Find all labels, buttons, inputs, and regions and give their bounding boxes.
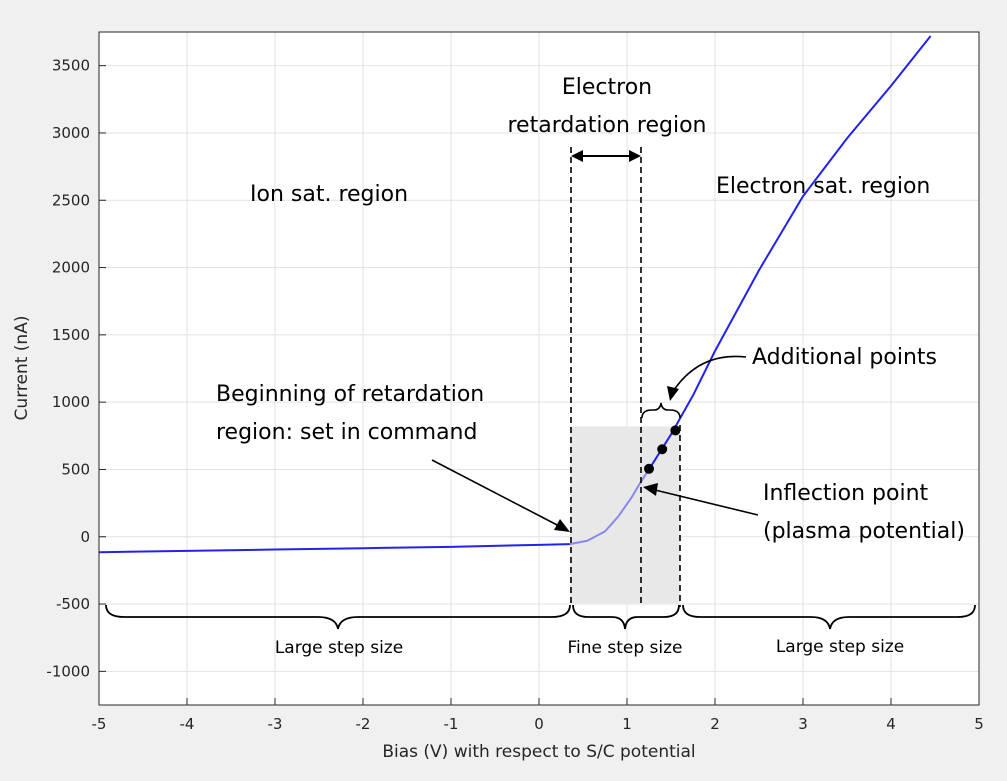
large-step-left-label: Large step size [275,638,403,658]
additional-point [644,463,654,474]
x-tick-label: 4 [886,715,896,733]
x-tick-label: 5 [974,715,984,733]
x-tick-label: 0 [534,715,544,733]
x-axis-label: Bias (V) with respect to S/C potential [382,742,695,762]
beginning-label-1: Beginning of retardation [216,382,484,407]
y-tick-label: 2000 [52,259,90,277]
x-tick-label: 1 [622,715,632,733]
y-tick-label: 1000 [52,393,90,411]
series-line [648,35,932,470]
beginning-label-2: region: set in command [216,420,477,445]
x-tick-label: -5 [92,715,107,733]
x-tick-label: -3 [268,715,283,733]
y-tick-label: 1500 [52,326,90,344]
y-tick-label: -1000 [46,662,90,680]
y-tick-label: 0 [80,528,90,546]
additional-point [670,425,681,436]
x-tick-label: 3 [798,715,808,733]
electron-sat-label: Electron sat. region [716,174,930,199]
x-tick-label: -4 [180,715,195,733]
inflection-arrow [643,483,759,516]
inflection-label-1: Inflection point [763,481,929,506]
y-tick-label: 3500 [52,57,90,75]
retardation-width-arrow [571,150,641,162]
series-line [98,543,570,554]
inflection-label-2: (plasma potential) [763,519,965,544]
large-step-right-brace [682,604,976,630]
additional-points-brace [641,402,681,419]
y-axis-label: Current (nA) [12,316,32,421]
x-tick-label: -1 [444,715,459,733]
fine-step-shaded-region [569,426,680,605]
annotations: Electron retardation region Ion sat. reg… [105,75,976,658]
electron-retardation-label-2: retardation region [507,113,706,138]
axis-ticks: -5 -4 -3 -2 -1 0 1 2 3 4 5 -1000 -500 0 500 1000 1500 200… [46,57,983,733]
x-tick-label: 2 [710,715,720,733]
fine-step-brace [572,604,680,630]
retardation-boundary-lines [570,147,681,607]
additional-points [644,425,681,474]
electron-retardation-label-1: Electron [562,75,652,100]
large-step-right-label: Large step size [776,637,904,657]
large-step-left-brace [105,604,571,630]
additional-point [657,444,668,455]
y-tick-label: 500 [61,460,90,478]
fine-step-label: Fine step size [567,638,682,658]
y-tick-label: 3000 [52,124,90,142]
y-tick-label: -500 [56,595,90,613]
additional-points-arrow [667,355,747,401]
ion-sat-label: Ion sat. region [250,182,408,207]
y-tick-label: 2500 [52,191,90,209]
beginning-arrow [431,459,570,532]
x-tick-label: -2 [356,715,371,733]
additional-points-label: Additional points [752,345,937,370]
